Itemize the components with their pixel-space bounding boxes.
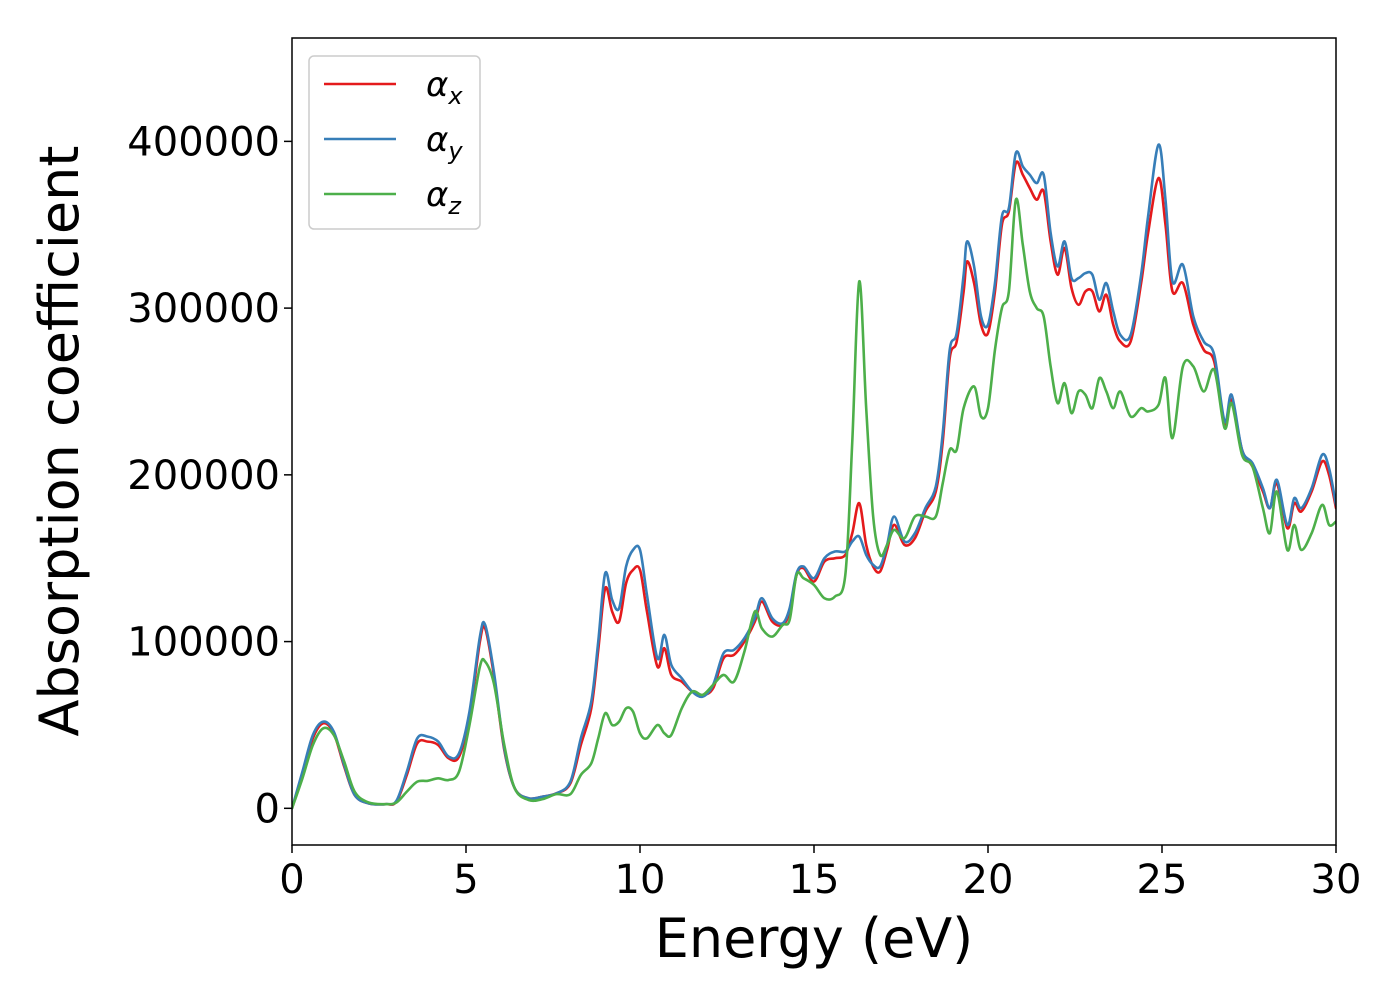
- x-tick-label: 10: [615, 857, 666, 903]
- y-axis-title: Absorption coefficient: [28, 146, 91, 737]
- series-layer: [292, 143, 1336, 810]
- y-axis: 0 100000 200000 300000 400000: [127, 119, 292, 832]
- legend-label-alpha-z: αz: [426, 175, 462, 220]
- x-tick-label: 30: [1311, 857, 1362, 903]
- legend-box: [308, 55, 481, 230]
- x-tick-label: 15: [789, 857, 840, 903]
- legend-label-alpha-x: αx: [426, 65, 463, 110]
- x-tick-label: 0: [279, 857, 304, 903]
- y-tick-label: 400000: [127, 119, 280, 165]
- x-tick-label: 20: [963, 857, 1014, 903]
- y-tick-label: 100000: [127, 620, 280, 666]
- x-tick-label: 5: [453, 857, 478, 903]
- x-axis-title: Energy (eV): [655, 907, 974, 970]
- legend-label-alpha-y: αy: [426, 120, 463, 165]
- x-tick-label: 25: [1137, 857, 1188, 903]
- x-axis: 0 5 10 15 20 25 30: [279, 845, 1361, 903]
- series-line-alpha-z: [292, 197, 1336, 810]
- y-tick-label: 200000: [127, 453, 280, 499]
- y-tick-label: 0: [255, 786, 280, 832]
- y-tick-label: 300000: [127, 286, 280, 332]
- legend: αx αy αz: [308, 55, 481, 230]
